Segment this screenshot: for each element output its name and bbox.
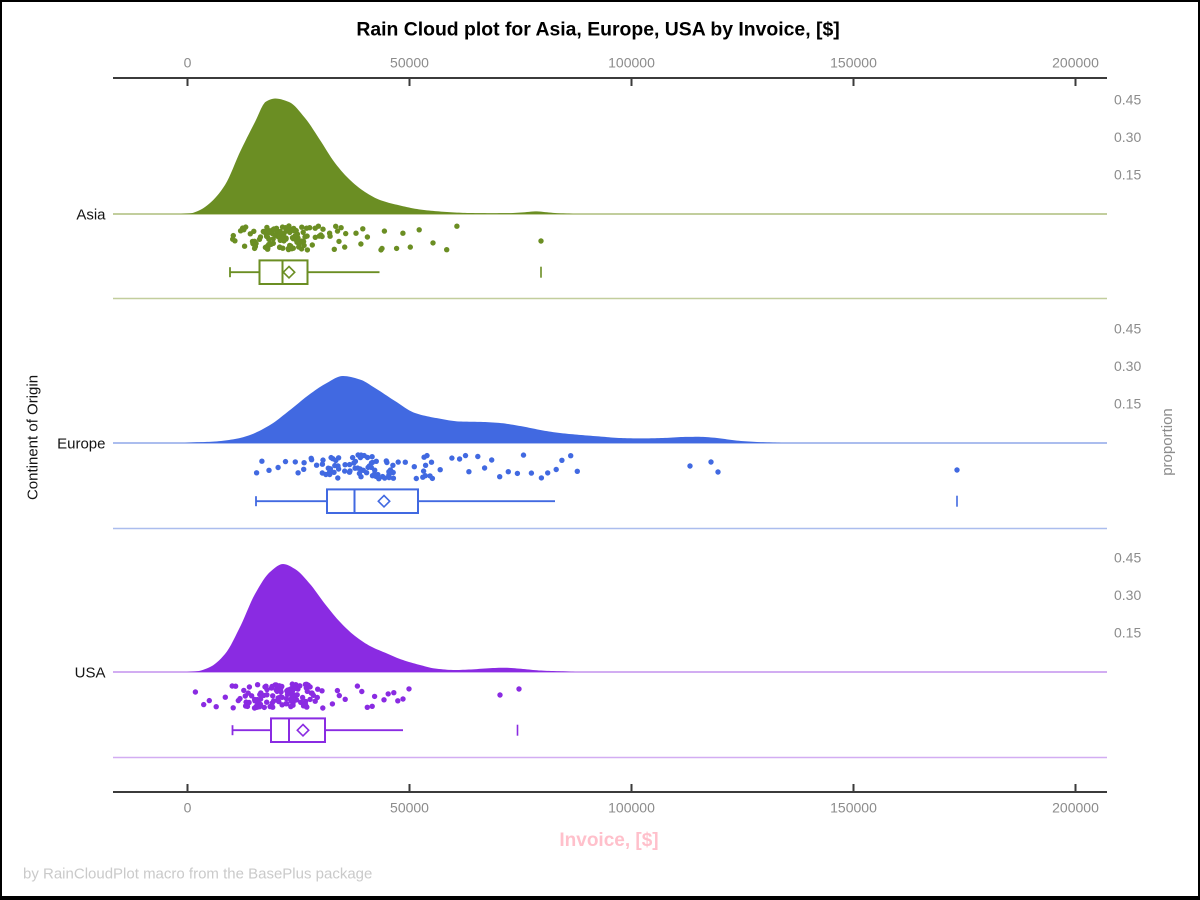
svg-text:Asia: Asia (76, 207, 106, 224)
svg-text:Europe: Europe (57, 436, 105, 453)
svg-text:150000: 150000 (830, 55, 877, 71)
svg-text:Continent of Origin: Continent of Origin (25, 375, 42, 500)
svg-text:0.15: 0.15 (1114, 167, 1141, 183)
svg-text:0.45: 0.45 (1114, 92, 1141, 108)
svg-text:by RainCloudPlot macro from th: by RainCloudPlot macro from the BasePlus… (23, 866, 372, 883)
svg-text:0: 0 (184, 800, 192, 816)
svg-text:0: 0 (184, 55, 192, 71)
svg-text:200000: 200000 (1052, 55, 1099, 71)
svg-text:USA: USA (75, 665, 106, 682)
svg-text:50000: 50000 (390, 800, 429, 816)
svg-text:0.30: 0.30 (1114, 129, 1141, 145)
svg-text:100000: 100000 (608, 800, 655, 816)
svg-text:0.15: 0.15 (1114, 625, 1141, 641)
svg-text:100000: 100000 (608, 55, 655, 71)
svg-text:200000: 200000 (1052, 800, 1099, 816)
svg-text:0.45: 0.45 (1114, 550, 1141, 566)
svg-text:Invoice, [$]: Invoice, [$] (559, 830, 658, 851)
svg-text:0.15: 0.15 (1114, 396, 1141, 412)
svg-text:0.45: 0.45 (1114, 321, 1141, 337)
svg-text:Rain Cloud plot for Asia, Euro: Rain Cloud plot for Asia, Europe, USA by… (356, 19, 839, 41)
svg-text:0.30: 0.30 (1114, 587, 1141, 603)
svg-text:0.30: 0.30 (1114, 358, 1141, 374)
svg-text:proportion: proportion (1159, 408, 1176, 476)
svg-text:50000: 50000 (390, 55, 429, 71)
svg-text:150000: 150000 (830, 800, 877, 816)
